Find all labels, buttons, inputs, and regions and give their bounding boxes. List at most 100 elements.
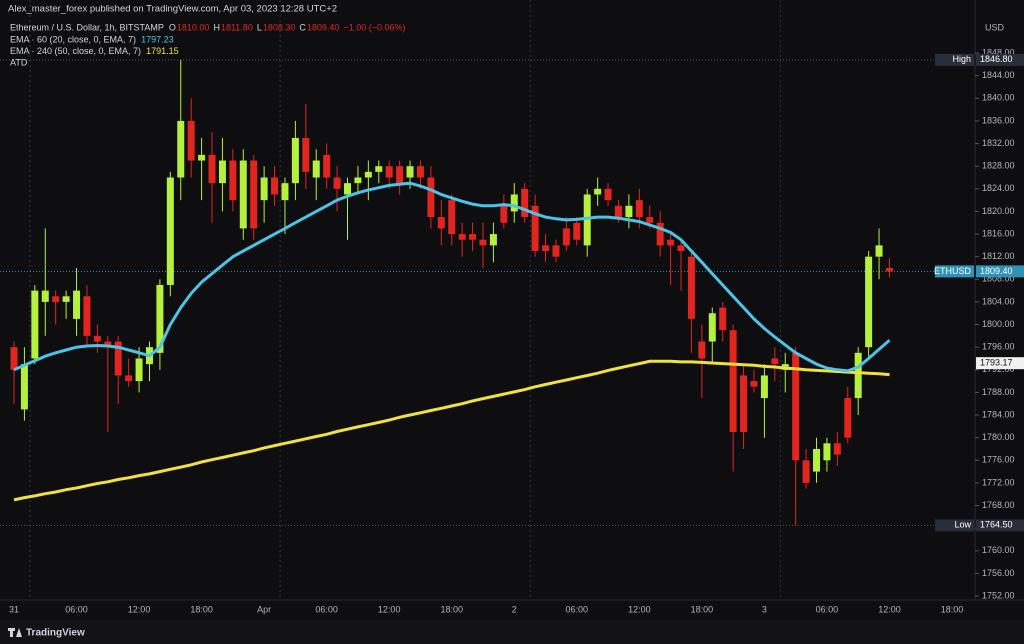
candle-body bbox=[125, 375, 133, 382]
y-tick-label: 1832.00 bbox=[982, 138, 1015, 148]
candle-body bbox=[135, 358, 143, 382]
candle-body bbox=[406, 166, 414, 178]
candle-body bbox=[83, 296, 91, 336]
price-badge bbox=[976, 53, 1024, 66]
candle-body bbox=[396, 166, 404, 184]
candle-body bbox=[760, 375, 768, 399]
candle-body bbox=[291, 137, 299, 184]
y-tick-label: 1780.00 bbox=[982, 432, 1015, 442]
y-tick-label: 1756.00 bbox=[982, 568, 1015, 578]
candle-body bbox=[416, 166, 424, 178]
brand: TradingView bbox=[26, 628, 85, 639]
y-tick-label: 1828.00 bbox=[982, 161, 1015, 171]
candle-body bbox=[646, 217, 654, 223]
candle-body bbox=[510, 194, 518, 212]
candle-body bbox=[708, 313, 716, 342]
candle-body bbox=[635, 200, 643, 218]
y-tick-label: 1848.00 bbox=[982, 47, 1015, 57]
candle-body bbox=[521, 188, 529, 218]
candle-body bbox=[698, 341, 706, 359]
candle-body bbox=[208, 154, 216, 184]
x-tick-label: 18:00 bbox=[190, 604, 213, 614]
candle-body bbox=[198, 154, 206, 161]
y-tick-label: 1816.00 bbox=[982, 228, 1015, 238]
change: −1.00 (−0.06%) bbox=[343, 22, 405, 32]
price-badge-value: 1846.80 bbox=[980, 54, 1013, 64]
candle-body bbox=[385, 166, 393, 178]
candle-body bbox=[281, 183, 289, 201]
x-tick-label: Apr bbox=[257, 604, 271, 614]
candle-body bbox=[312, 160, 320, 178]
candle-body bbox=[333, 177, 341, 189]
candle-body bbox=[489, 234, 497, 246]
price-badge-label: Low bbox=[954, 520, 971, 530]
ohlc-label: H bbox=[213, 22, 220, 32]
candle-body bbox=[31, 290, 39, 359]
candle-body bbox=[218, 160, 226, 184]
candle-body bbox=[677, 245, 685, 252]
candle-body bbox=[531, 205, 539, 252]
indicator-value: 1791.15 bbox=[146, 46, 179, 56]
candle-body bbox=[41, 290, 49, 302]
ohlc-value: 1810.00 bbox=[177, 22, 210, 32]
y-tick-label: 1820.00 bbox=[982, 206, 1015, 216]
x-tick-label: 06:00 bbox=[65, 604, 88, 614]
candle-body bbox=[354, 177, 362, 184]
y-tick-label: 1824.00 bbox=[982, 183, 1015, 193]
x-tick-label: 06:00 bbox=[816, 604, 839, 614]
y-tick-label: 1784.00 bbox=[982, 409, 1015, 419]
candle-body bbox=[875, 245, 883, 257]
candle-body bbox=[479, 239, 487, 246]
price-badge bbox=[976, 519, 1024, 532]
y-tick-label: 1800.00 bbox=[982, 319, 1015, 329]
ohlc-label: C bbox=[299, 22, 306, 32]
candle-body bbox=[614, 205, 622, 218]
y-tick-label: 1844.00 bbox=[982, 70, 1015, 80]
candle-body bbox=[114, 341, 122, 376]
price-badge-tag bbox=[935, 519, 974, 532]
candle-body bbox=[302, 137, 310, 172]
candle-body bbox=[458, 234, 466, 240]
candle-body bbox=[271, 177, 279, 195]
ohlc-value: 1809.40 bbox=[307, 22, 340, 32]
candle-body bbox=[552, 245, 560, 257]
candle-body bbox=[833, 443, 841, 455]
candle-body bbox=[594, 188, 602, 195]
candle-body bbox=[656, 222, 664, 246]
candle-body bbox=[865, 256, 873, 348]
x-tick-label: 2 bbox=[512, 604, 517, 614]
candle-body bbox=[250, 160, 258, 229]
ohlc-value: 1811.80 bbox=[221, 22, 253, 32]
x-tick-label: 12:00 bbox=[878, 604, 901, 614]
candle-body bbox=[885, 267, 893, 272]
x-tick-label: 06:00 bbox=[315, 604, 338, 614]
price-badge-value: 1809.40 bbox=[980, 266, 1013, 276]
candle-body bbox=[177, 120, 185, 178]
ema-line bbox=[13, 181, 891, 373]
ema-line bbox=[13, 359, 890, 502]
x-tick-label: 12:00 bbox=[378, 604, 401, 614]
price-badge-label: High bbox=[952, 54, 971, 64]
candle-body bbox=[427, 177, 435, 218]
indicator-name: EMA · 60 (20, close, 0, EMA, 7) bbox=[10, 34, 136, 44]
candle-body bbox=[187, 120, 195, 161]
candle-body bbox=[625, 205, 633, 218]
y-tick-label: 1808.00 bbox=[982, 274, 1015, 284]
price-badge-tag bbox=[935, 53, 974, 66]
indicator-value: 1797.23 bbox=[141, 34, 174, 44]
publisher: Alex_master_forex published on TradingVi… bbox=[8, 4, 337, 15]
ohlc-label: O bbox=[169, 22, 176, 32]
candle-body bbox=[437, 217, 445, 229]
candle-body bbox=[823, 443, 831, 461]
y-tick-label: 1776.00 bbox=[982, 455, 1015, 465]
candle-body bbox=[719, 307, 727, 331]
candle-body bbox=[73, 290, 81, 319]
candle-body bbox=[729, 330, 737, 433]
candle-body bbox=[844, 398, 852, 438]
candle-body bbox=[813, 448, 821, 472]
x-tick-label: 31 bbox=[9, 604, 19, 614]
candle-body bbox=[500, 205, 508, 223]
candle-body bbox=[542, 245, 550, 252]
y-tick-label: 1812.00 bbox=[982, 251, 1015, 261]
candle-body bbox=[562, 228, 570, 246]
